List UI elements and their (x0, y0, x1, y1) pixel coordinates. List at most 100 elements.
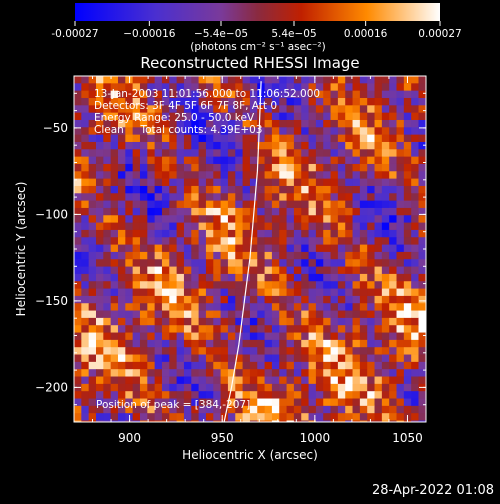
heatmap-cell (88, 332, 97, 341)
heatmap-cell (132, 383, 141, 392)
heatmap-cell (249, 383, 258, 392)
heatmap-cell (301, 339, 309, 348)
heatmap-cell (286, 295, 295, 304)
heatmap-cell (183, 83, 192, 92)
heatmap-cell (345, 273, 353, 282)
heatmap-cell (169, 310, 178, 319)
heatmap-cell (169, 90, 178, 99)
heatmap-cell (132, 369, 141, 377)
heatmap-cell (315, 420, 324, 422)
heatmap-cell (396, 398, 405, 407)
heatmap-cell (330, 185, 339, 194)
heatmap-cell (147, 273, 156, 282)
heatmap-cell (103, 76, 112, 84)
heatmap-cell (154, 347, 163, 355)
heatmap-cell (257, 207, 265, 216)
heatmap-cell (411, 90, 419, 99)
heatmap-cell (213, 391, 221, 399)
heatmap-cell (81, 156, 90, 165)
heatmap-cell (345, 369, 353, 377)
heatmap-cell (264, 376, 273, 385)
heatmap-cell (249, 354, 258, 363)
heatmap-cell (352, 266, 361, 275)
heatmap-cell (88, 112, 97, 121)
heatmap-cell (154, 266, 163, 275)
heatmap-cell (293, 317, 302, 326)
heatmap-cell (191, 376, 200, 385)
heatmap-cell (367, 310, 375, 319)
heatmap-cell (264, 105, 273, 114)
heatmap-cell (403, 134, 412, 143)
heatmap-cell (74, 200, 82, 209)
heatmap-cell (154, 163, 163, 172)
heatmap-cell (198, 163, 207, 172)
heatmap-cell (374, 149, 383, 158)
heatmap-cell (88, 171, 97, 180)
heatmap-cell (242, 229, 251, 238)
heatmap-cell (183, 369, 192, 377)
heatmap-cell (352, 127, 361, 136)
heatmap-cell (169, 420, 178, 422)
heatmap-cell (418, 405, 426, 414)
heatmap-cell (227, 295, 236, 304)
heatmap-cell (227, 229, 236, 238)
heatmap-cell (352, 156, 361, 165)
heatmap-cell (117, 369, 126, 377)
heatmap-cell (242, 361, 251, 370)
heatmap-cell (323, 237, 331, 245)
heatmap-cell (308, 332, 317, 341)
heatmap-cell (396, 288, 405, 297)
heatmap-cell (220, 134, 229, 143)
heatmap-cell (293, 237, 302, 245)
heatmap-cell (301, 251, 309, 260)
heatmap-cell (411, 310, 419, 319)
heatmap-cell (323, 215, 331, 223)
heatmap-cell (198, 288, 207, 297)
heatmap-cell (315, 141, 324, 150)
heatmap-cell (110, 310, 119, 319)
heatmap-cell (264, 149, 273, 158)
heatmap-cell (198, 178, 207, 187)
heatmap-cell (235, 369, 243, 377)
heatmap-cell (176, 83, 185, 92)
heatmap-cell (74, 127, 82, 136)
x-axis-ticks: 900 950 1000 1050 (92, 76, 427, 445)
heatmap-cell (374, 295, 383, 304)
heatmap-cell (411, 259, 419, 267)
heatmap-cell (213, 281, 221, 289)
heatmap-cell (154, 339, 163, 348)
heatmap-cell (198, 141, 207, 150)
heatmap-cell (154, 119, 163, 128)
heatmap-cell (359, 90, 368, 99)
heatmap-cell (103, 295, 112, 304)
heatmap-cell (161, 156, 170, 165)
heatmap-cell (279, 215, 287, 223)
heatmap-cell (213, 76, 221, 84)
heatmap-cell (359, 171, 368, 180)
heatmap-cell (367, 185, 375, 194)
heatmap-cell (396, 303, 405, 311)
heatmap-cell (103, 134, 112, 143)
heatmap-cell (381, 134, 390, 143)
heatmap-cell (161, 237, 170, 245)
heatmap-cell (293, 325, 302, 333)
heatmap-cell (132, 127, 141, 136)
heatmap-cell (227, 347, 236, 355)
heatmap-cell (169, 303, 178, 311)
heatmap-cell (132, 105, 141, 114)
heatmap-cell (132, 90, 141, 99)
heatmap-cell (264, 229, 273, 238)
heatmap-cell (367, 127, 375, 136)
heatmap-cell (74, 171, 82, 180)
heatmap-cell (374, 398, 383, 407)
heatmap-cell (396, 420, 405, 422)
heatmap-cell (88, 303, 97, 311)
heatmap-cell (110, 185, 119, 194)
heatmap-cell (110, 76, 119, 84)
heatmap-cell (337, 391, 346, 399)
heatmap-cell (242, 251, 251, 260)
heatmap-cell (235, 112, 243, 121)
heatmap-cell (139, 361, 148, 370)
heatmap-cell (301, 398, 309, 407)
heatmap-cell (345, 347, 353, 355)
